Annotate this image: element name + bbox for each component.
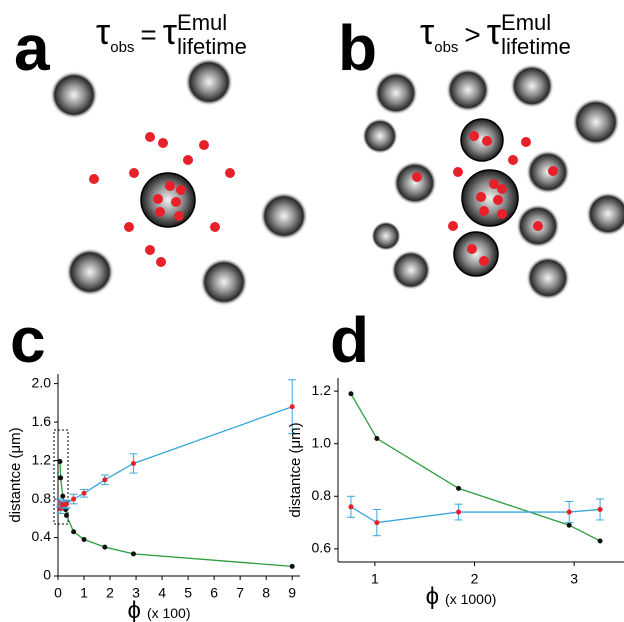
y-axis-label: distantce (μm): [7, 427, 24, 522]
subscript: lifetime: [501, 34, 571, 59]
schematic: [362, 64, 624, 300]
panel-label: b: [338, 12, 377, 84]
series-line: [59, 461, 293, 568]
x-tick-label: 5: [184, 585, 192, 601]
y-tick-label: 0.4: [32, 528, 52, 544]
symbol: τ: [163, 11, 177, 52]
relation: >: [464, 19, 480, 50]
x-tick-label: 2: [471, 571, 479, 587]
point: [81, 536, 87, 542]
series-line: [59, 406, 293, 511]
point: [63, 512, 69, 518]
point: [374, 520, 380, 526]
series-line: [350, 393, 601, 542]
point: [71, 529, 77, 535]
formula: τobs = τEmul lifetime: [96, 10, 247, 59]
point: [130, 460, 136, 466]
point: [71, 496, 77, 502]
point: [130, 551, 136, 557]
x-tick-label: 9: [288, 585, 296, 601]
x-tick-label: 7: [236, 585, 244, 601]
y-tick-label: 1.0: [312, 434, 332, 450]
symbol: τ: [420, 11, 434, 52]
superscript: Emul: [501, 10, 551, 35]
x-tick-label: 3: [570, 571, 578, 587]
symbol: τ: [487, 11, 501, 52]
x-tick-label: 2: [106, 585, 114, 601]
point: [456, 509, 462, 515]
x-tick-label: 1: [80, 585, 88, 601]
point: [57, 459, 63, 465]
zoom-box: [53, 429, 69, 525]
panel-label: d: [330, 304, 369, 376]
symbol: τ: [96, 11, 110, 52]
y-tick-label: 0.6: [312, 540, 332, 556]
x-tick-label: 1: [371, 571, 379, 587]
x-unit: (x 1000): [445, 591, 496, 607]
series-line: [350, 506, 601, 524]
x-tick-label: 8: [262, 585, 270, 601]
y-tick-label: 2.0: [32, 374, 52, 390]
point: [289, 404, 295, 410]
subscript: lifetime: [177, 34, 247, 59]
x-axis-label: ϕ (x 100): [127, 597, 190, 622]
x-symbol: ϕ: [426, 583, 439, 610]
y-axis-label: distantce (μm): [287, 422, 304, 517]
x-symbol: ϕ: [127, 597, 140, 622]
y-tick-label: 0.8: [312, 487, 332, 503]
x-tick-label: 3: [132, 585, 140, 601]
x-axis-label: ϕ (x 1000): [426, 583, 497, 610]
panel-label: c: [10, 304, 46, 376]
y-tick-label: 1.6: [32, 413, 52, 429]
superscript: Emul: [177, 10, 227, 35]
formula: τobs > τEmul lifetime: [420, 10, 571, 59]
subscript: obs: [434, 39, 458, 56]
x-unit: (x 100): [147, 605, 191, 621]
subscript: obs: [110, 39, 134, 56]
x-tick-label: 0: [54, 585, 62, 601]
y-tick-label: 1.2: [32, 451, 52, 467]
schematic: [50, 58, 308, 306]
point: [63, 501, 69, 507]
relation: =: [140, 19, 156, 50]
y-tick-label: 0: [43, 567, 51, 583]
point: [348, 504, 354, 510]
point: [102, 544, 108, 550]
point: [289, 563, 295, 569]
point: [597, 538, 603, 544]
point: [81, 490, 87, 496]
point: [566, 522, 572, 528]
point: [597, 506, 603, 512]
point: [60, 493, 66, 499]
point: [374, 435, 380, 441]
x-tick-label: 6: [210, 585, 218, 601]
point: [348, 391, 354, 397]
point: [102, 477, 108, 483]
point: [456, 485, 462, 491]
point: [58, 475, 64, 481]
y-tick-label: 0.8: [32, 490, 52, 506]
y-tick-label: 1.2: [312, 382, 332, 398]
x-tick-label: 4: [158, 585, 166, 601]
point: [566, 509, 572, 515]
panel-label: a: [14, 12, 50, 84]
